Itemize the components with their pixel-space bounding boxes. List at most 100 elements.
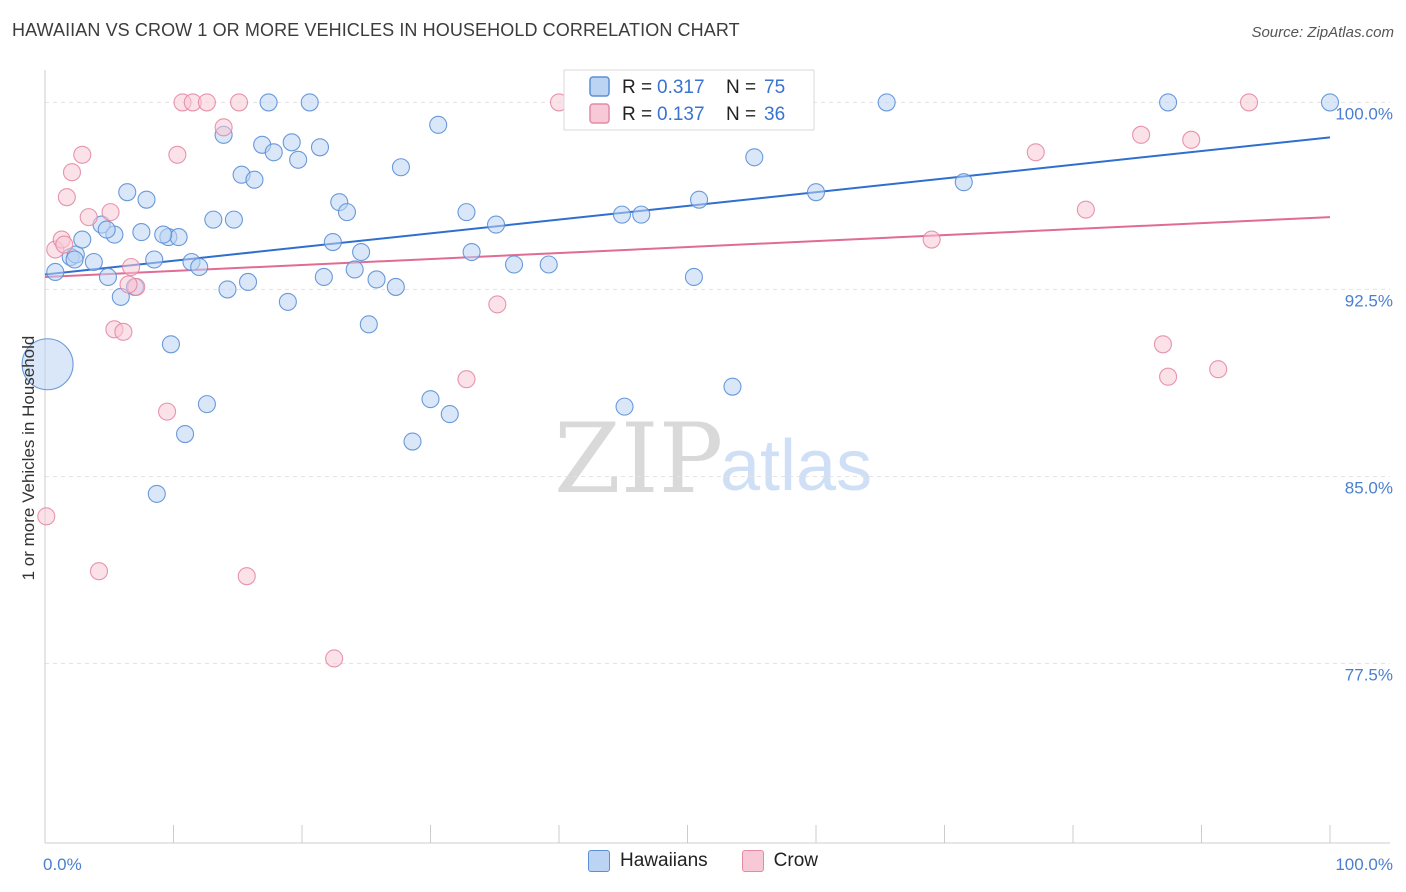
legend-r-value-crow: 0.137 [657,104,705,125]
point-crow [214,118,233,137]
point-crow [89,562,109,581]
point-hawaiians [218,280,237,299]
y-tick-label: 92.5% [1345,291,1393,310]
point-hawaiians [197,395,216,414]
legend-label-hawaiians: Hawaiians [620,850,708,871]
point-hawaiians [73,230,92,249]
y-tick-labels: 100.0% 92.5% 85.0% 77.5% [1335,104,1393,684]
point-crow [488,295,507,314]
point-crow [922,230,941,249]
point-hawaiians [145,250,164,269]
y-tick-label: 100.0% [1335,104,1393,123]
point-hawaiians [877,93,896,112]
point-hawaiians [161,335,180,354]
point-crow [158,402,177,421]
point-crow [237,567,256,586]
point-crow [197,93,216,112]
point-hawaiians [1159,93,1178,112]
point-hawaiians [403,432,422,451]
point-hawaiians [282,133,301,152]
point-hawaiians [632,205,651,224]
point-crow [37,507,56,526]
watermark-zip: ZIP [554,403,723,515]
legend-r-value-hawaiians: 0.317 [657,77,705,98]
source-label: Source: ZipAtlas.com [1251,24,1394,41]
trend-line-crow [44,216,1331,278]
legend-r-label-hawaiians: R = [622,77,652,98]
series-legend: Hawaiians Crow [0,850,1406,872]
point-hawaiians [462,242,481,262]
point-hawaiians [84,252,103,272]
point-hawaiians [359,315,378,334]
point-hawaiians [147,484,166,503]
y-tick-label: 85.0% [1345,478,1393,497]
point-hawaiians [367,270,386,289]
point-crow [1076,200,1095,219]
point-hawaiians [278,292,297,311]
point-crow [62,163,82,182]
point-crow [114,322,133,341]
point-hawaiians [21,338,74,391]
legend-item-crow: Crow [741,850,818,872]
point-hawaiians [615,397,634,416]
point-crow [122,257,141,277]
point-hawaiians [46,262,65,282]
point-hawaiians [539,255,558,274]
point-hawaiians [1320,93,1340,112]
point-hawaiians [352,242,371,262]
point-crow [229,93,249,112]
legend-n-label-hawaiians: N = [726,77,756,98]
point-hawaiians [169,228,188,247]
point-crow [1182,130,1201,149]
point-crow [73,145,92,164]
point-crow [1239,93,1259,112]
point-crow [1159,367,1178,386]
y-tick-label: 77.5% [1345,665,1393,684]
point-hawaiians [684,267,703,287]
point-hawaiians [486,215,506,234]
x-tick-label-max: 100.0% [1335,855,1393,874]
legend-swatch-hawaiians [589,76,610,97]
legend-n-label-crow: N = [726,104,756,125]
point-crow [101,203,120,222]
point-crow [168,145,187,164]
point-crow [1209,360,1228,379]
point-crow [1132,125,1151,144]
point-hawaiians [98,267,118,287]
x-tick-label-min: 0.0% [43,855,82,874]
trend-lines [44,136,1331,278]
point-hawaiians [176,425,195,444]
point-hawaiians [429,115,448,134]
point-hawaiians [457,203,476,222]
point-crow [119,275,138,294]
legend-label-crow: Crow [773,850,818,871]
point-hawaiians [118,183,137,202]
trend-line-hawaiians [44,136,1331,276]
point-crow [325,649,344,668]
legend-n-value-crow: 36 [764,104,785,125]
point-hawaiians [238,272,258,292]
point-hawaiians [690,190,709,209]
point-hawaiians [204,210,223,229]
point-hawaiians [612,205,632,224]
legend-n-value-hawaiians: 75 [764,77,785,98]
point-hawaiians [504,255,524,274]
point-hawaiians [65,250,84,269]
axes [44,70,1390,844]
point-hawaiians [806,183,826,202]
legend-r-label-crow: R = [622,104,652,125]
point-hawaiians [259,93,278,112]
point-hawaiians [440,405,459,424]
point-crow [57,188,76,207]
point-crow [79,208,98,227]
legend-item-hawaiians: Hawaiians [588,850,708,872]
point-crow [55,235,74,254]
watermark-atlas: atlas [720,426,872,506]
point-hawaiians [310,138,330,157]
point-hawaiians [386,277,405,296]
point-hawaiians [337,203,357,222]
point-hawaiians [137,190,156,209]
point-hawaiians [154,225,173,244]
point-hawaiians [391,158,410,177]
point-hawaiians [245,170,264,189]
